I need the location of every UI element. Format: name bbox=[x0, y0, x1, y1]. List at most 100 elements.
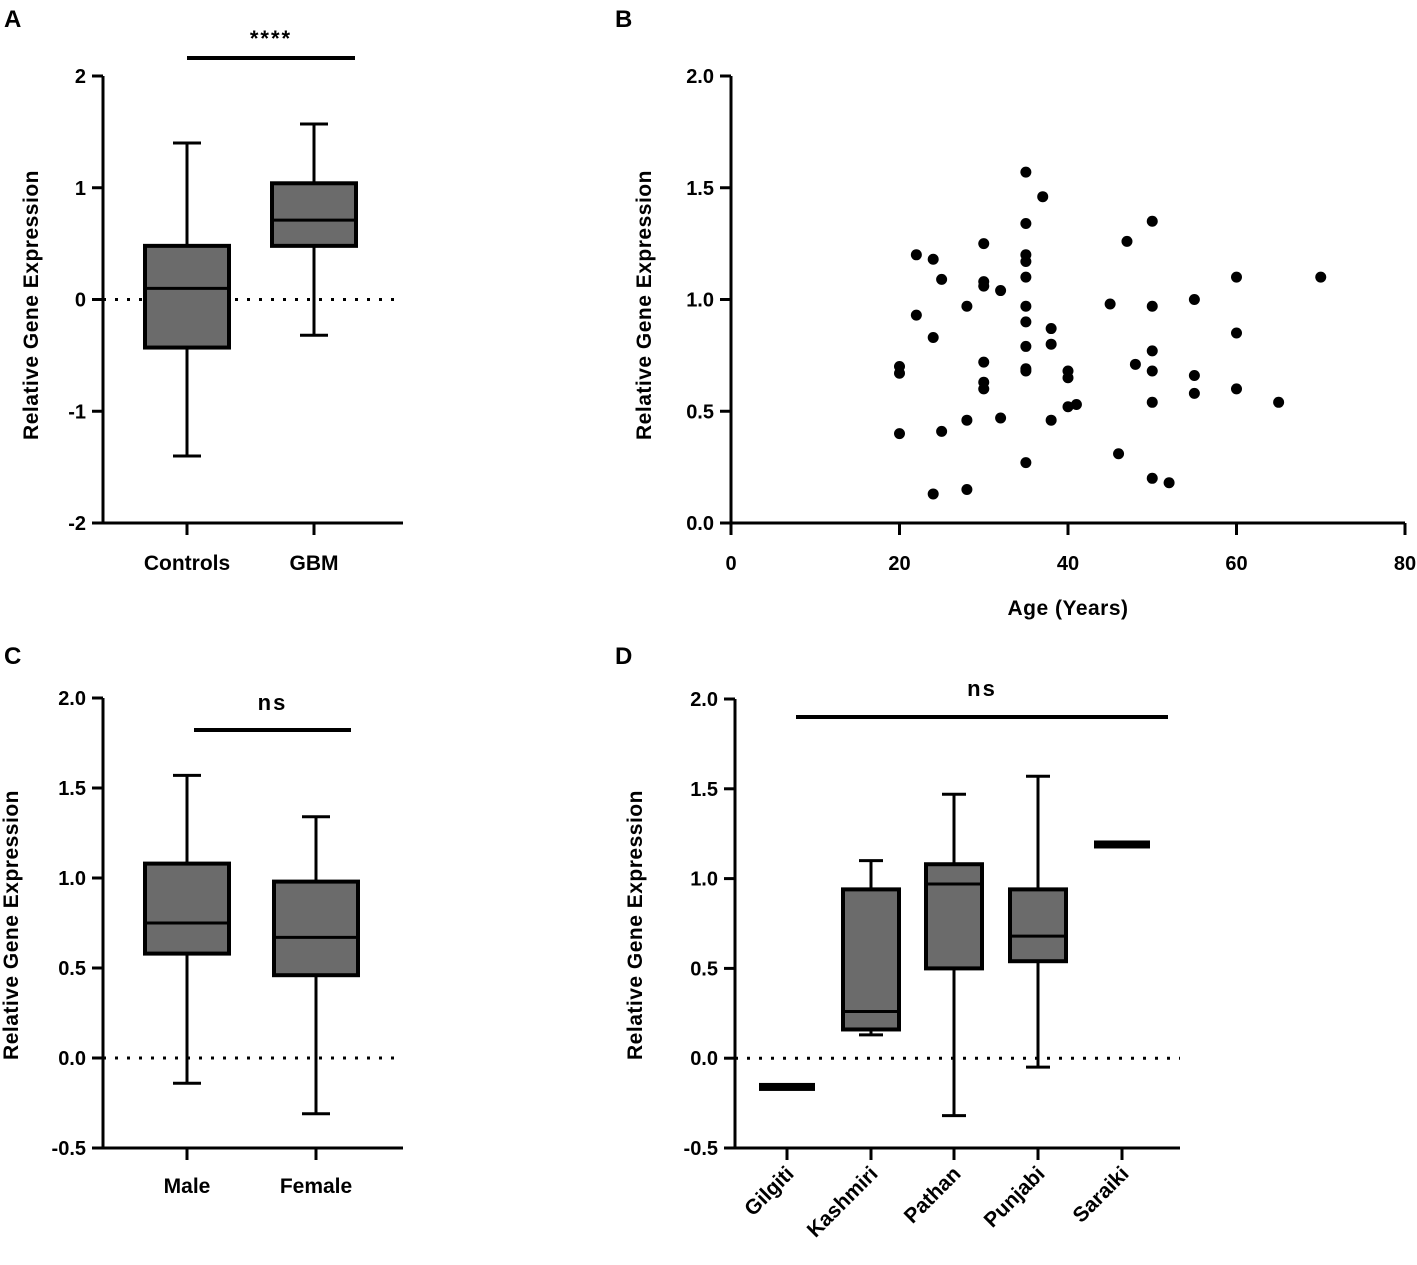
panel-a-box-iqr bbox=[270, 181, 358, 248]
panel-b-y-tick-label: 1.5 bbox=[686, 178, 714, 200]
panel-b-data-point bbox=[978, 383, 990, 395]
panel-letter-d: D bbox=[615, 643, 632, 670]
panel-d-box-gilgiti bbox=[759, 1082, 815, 1091]
panel-d-box-punjabi bbox=[1008, 774, 1068, 1069]
panel-a-chart: -2 -1 0 1 2 Relative Gene Expression Controls G… bbox=[20, 26, 403, 575]
panel-a-x-category-label: GBM bbox=[290, 552, 339, 575]
panel-d-box-pathan bbox=[924, 792, 984, 1118]
panel-b-data-point bbox=[961, 414, 973, 426]
panel-c-chart: -0.5 0.0 0.5 1.0 1.5 2.0 Relative Gene Express… bbox=[0, 688, 403, 1198]
panel-a-box-controls bbox=[143, 141, 231, 458]
panel-b-data-point bbox=[1231, 327, 1242, 339]
panel-d-significance-label: ns bbox=[967, 676, 997, 701]
panel-b-data-point bbox=[1146, 365, 1158, 377]
panel-b-data-point bbox=[1020, 256, 1032, 268]
panel-a-box-iqr bbox=[143, 243, 231, 350]
panel-a-y-tick-label: 1 bbox=[75, 178, 86, 200]
panel-b-y-tick-label: 0.0 bbox=[686, 513, 714, 535]
panel-d-box-bar bbox=[1094, 840, 1150, 849]
panel-b-data-point bbox=[1113, 448, 1125, 460]
panel-b-data-point bbox=[1062, 401, 1074, 413]
panel-d-y-axis-title: Relative Gene Expression bbox=[624, 790, 647, 1060]
panel-b-data-point bbox=[910, 309, 922, 321]
panel-a-y-tick-label: -1 bbox=[68, 401, 86, 423]
panel-b-data-point bbox=[1020, 218, 1032, 230]
panel-d-box-saraiki bbox=[1094, 840, 1150, 849]
panel-b-x-axis-title: Age (Years) bbox=[1007, 597, 1128, 620]
panel-c-box-female bbox=[272, 815, 360, 1116]
panel-b-data-point bbox=[1231, 383, 1242, 395]
panel-b-data-point bbox=[1146, 345, 1158, 357]
panel-a-y-tick-label: 2 bbox=[75, 66, 86, 88]
panel-b-data-point bbox=[1020, 457, 1032, 469]
panel-b-data-point bbox=[1045, 338, 1057, 350]
panel-letter-c: C bbox=[4, 643, 21, 670]
panel-c-y-axis-title: Relative Gene Expression bbox=[0, 790, 23, 1060]
panel-d-box-iqr bbox=[841, 887, 901, 1032]
panel-d-x-category-label: Pathan bbox=[900, 1162, 966, 1228]
panel-c-x-category-label: Male bbox=[164, 1175, 211, 1198]
panel-b-chart: 0.0 0.5 1.0 1.5 2.0 Relative Gene Expression 0… bbox=[633, 66, 1416, 620]
panel-d-x-category-label: Gilgiti bbox=[740, 1162, 798, 1220]
panel-b-data-point bbox=[936, 425, 948, 437]
panel-b-data-point bbox=[927, 488, 939, 500]
panel-b-data-point bbox=[894, 367, 905, 379]
panel-b-data-point bbox=[894, 428, 905, 440]
panel-b-data-point bbox=[1045, 414, 1057, 426]
panel-d-box-kashmiri bbox=[841, 859, 901, 1037]
panel-b-data-point bbox=[1146, 300, 1158, 312]
panel-d-x-category-label: Kashmiri bbox=[803, 1162, 883, 1242]
panel-c-y-tick-label: 0.5 bbox=[58, 958, 86, 980]
panel-b-data-point bbox=[1188, 294, 1200, 305]
panel-b-data-point bbox=[1045, 323, 1057, 335]
panel-c-box-male bbox=[143, 773, 231, 1085]
panel-d-box-iqr bbox=[924, 862, 984, 971]
panel-b-data-point bbox=[1231, 271, 1242, 283]
panel-b-data-point bbox=[1020, 166, 1032, 178]
panel-a-y-tick-label: 0 bbox=[75, 290, 86, 312]
panel-b-data-point bbox=[927, 331, 939, 343]
panel-d-box-bar bbox=[759, 1082, 815, 1091]
panel-d-box-iqr bbox=[1008, 887, 1068, 964]
panel-b-data-point bbox=[1146, 396, 1158, 408]
panel-b-data-point bbox=[1037, 191, 1049, 203]
panel-letter-a: A bbox=[4, 6, 21, 33]
panel-a-x-category-label: Controls bbox=[144, 552, 230, 575]
panel-b-data-point bbox=[1121, 235, 1133, 247]
panel-c-y-tick-label: 1.5 bbox=[58, 778, 86, 800]
panel-c-y-tick-label: 2.0 bbox=[58, 688, 86, 710]
panel-b-data-point bbox=[1273, 396, 1285, 408]
panel-b-data-point bbox=[1020, 316, 1032, 328]
panel-b-data-point bbox=[961, 300, 973, 312]
panel-b-data-point bbox=[1163, 477, 1175, 489]
panel-b-x-tick-label: 20 bbox=[888, 553, 910, 575]
panel-b-data-point bbox=[927, 253, 939, 265]
panel-d-y-tick-label: 0.5 bbox=[690, 958, 718, 980]
panel-b-data-point bbox=[936, 273, 948, 285]
panel-b-data-point bbox=[1188, 369, 1200, 381]
panel-c-y-tick-label: 1.0 bbox=[58, 868, 86, 890]
panel-d-y-tick-label: 1.0 bbox=[690, 869, 718, 891]
panel-d-y-tick-label: -0.5 bbox=[684, 1138, 718, 1160]
panel-c-box-iqr bbox=[272, 879, 360, 978]
panel-b-data-point bbox=[995, 412, 1007, 424]
panel-a-y-axis-title: Relative Gene Expression bbox=[20, 170, 43, 440]
panel-b-x-tick-label: 60 bbox=[1225, 553, 1247, 575]
panel-d-y-tick-label: 1.5 bbox=[690, 779, 718, 801]
panel-b-data-point bbox=[1020, 340, 1032, 352]
panel-b-data-point bbox=[978, 280, 990, 292]
panel-b-data-point bbox=[978, 238, 990, 250]
panel-a-significance-label: **** bbox=[250, 26, 292, 51]
panel-b-data-point bbox=[1020, 271, 1032, 283]
panel-b-data-point bbox=[961, 483, 973, 495]
panel-b-y-axis-title: Relative Gene Expression bbox=[633, 170, 656, 440]
panel-b-data-point bbox=[1020, 300, 1032, 312]
panel-c-x-category-label: Female bbox=[280, 1175, 352, 1198]
panel-b-data-point bbox=[910, 249, 922, 261]
panel-letter-b: B bbox=[615, 6, 632, 33]
panel-b-data-point bbox=[1315, 271, 1327, 283]
panel-b-data-point bbox=[1070, 399, 1082, 411]
panel-b-data-point bbox=[1062, 372, 1074, 384]
panel-c-y-tick-label: -0.5 bbox=[52, 1138, 86, 1160]
